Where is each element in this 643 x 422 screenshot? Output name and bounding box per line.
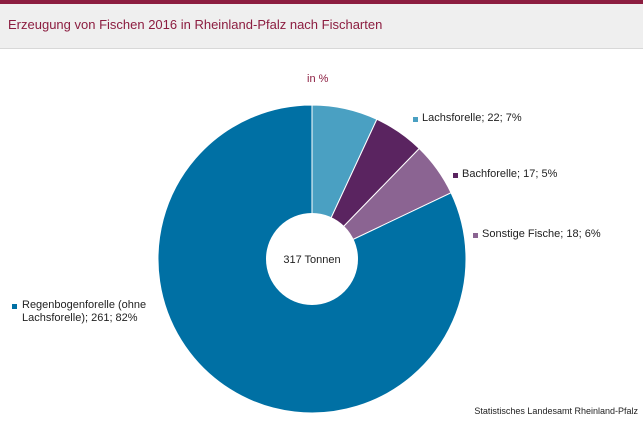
- slice-label-regenbogenforelle-ohne-lachsforelle-line-1: Regenbogenforelle (ohne: [22, 299, 146, 311]
- source-credit: Statistisches Landesamt Rheinland-Pfalz: [474, 406, 638, 416]
- chart-header: Erzeugung von Fischen 2016 in Rheinland-…: [0, 4, 643, 49]
- label-marker-lachsforelle: [413, 117, 418, 122]
- unit-label: in %: [307, 73, 329, 85]
- label-marker-bachforelle: [453, 173, 458, 178]
- top-accent-rule: [0, 0, 643, 4]
- chart-title: Erzeugung von Fischen 2016 in Rheinland-…: [8, 17, 383, 32]
- label-marker-sonstige-fische: [473, 233, 478, 238]
- slice-label-regenbogenforelle-ohne-lachsforelle-line-2: Lachsforelle); 261; 82%: [22, 312, 138, 324]
- slice-label-sonstige-fische: Sonstige Fische; 18; 6%: [482, 228, 601, 240]
- center-total-label: 317 Tonnen: [283, 254, 340, 266]
- slice-label-bachforelle: Bachforelle; 17; 5%: [462, 168, 558, 180]
- slice-label-lachsforelle: Lachsforelle; 22; 7%: [422, 112, 522, 124]
- label-marker-regenbogenforelle-ohne-lachsforelle: [12, 304, 17, 309]
- slice-label-group: Lachsforelle; 22; 7% Bachforelle; 17; 5% S…: [12, 112, 601, 324]
- donut-hole: [266, 213, 358, 305]
